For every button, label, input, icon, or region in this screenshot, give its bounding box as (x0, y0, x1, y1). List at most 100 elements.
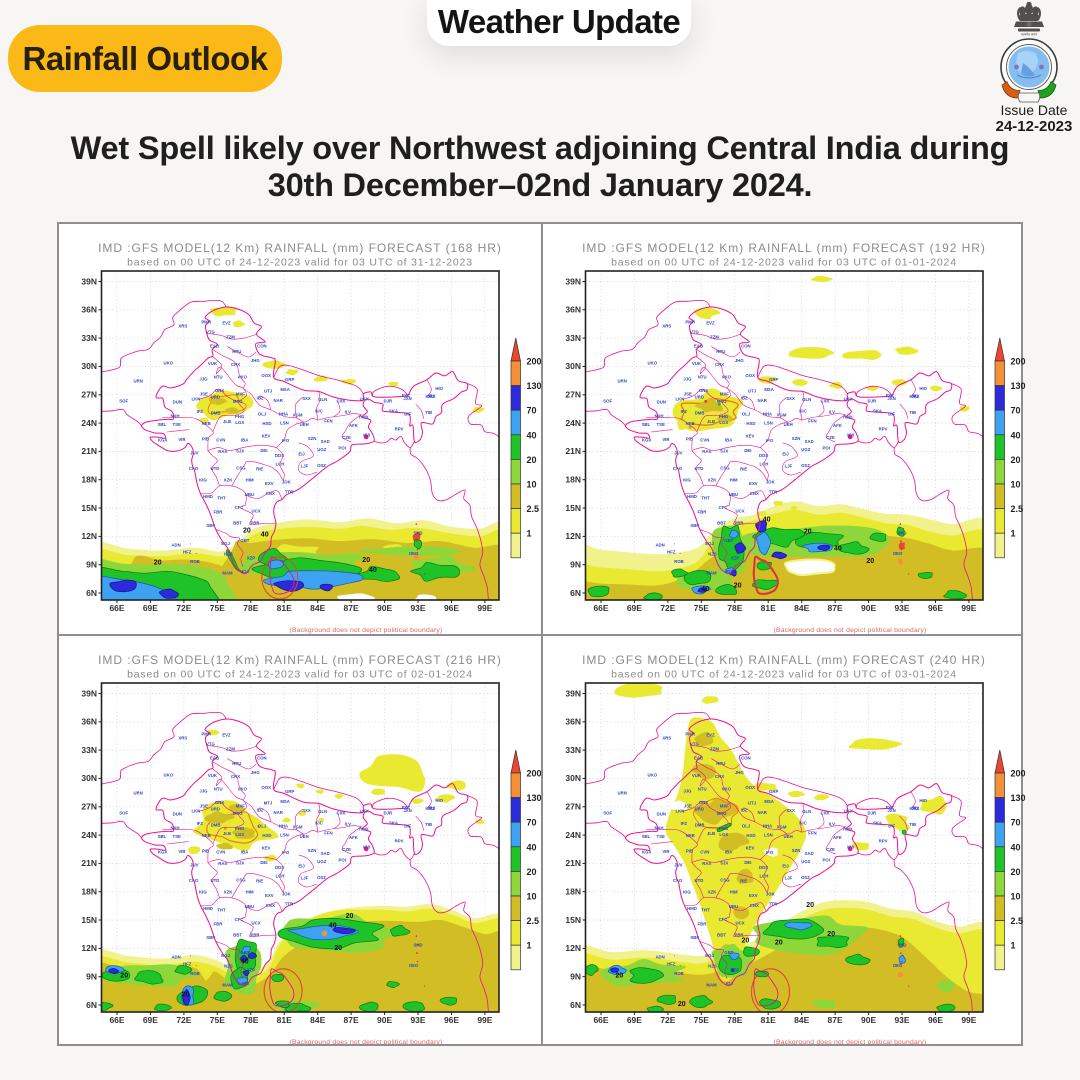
svg-text:130: 130 (1011, 381, 1026, 391)
svg-text:(Background does not depict po: (Background does not depict political bo… (290, 627, 443, 634)
svg-text:VTG: VTG (690, 741, 699, 746)
svg-text:9N: 9N (86, 560, 97, 570)
svg-text:ADN: ADN (655, 955, 664, 960)
svg-text:JRX: JRX (427, 805, 435, 810)
svg-text:HPU: HPU (716, 349, 725, 354)
svg-text:LJF: LJF (785, 876, 793, 881)
svg-text:CAO: CAO (189, 878, 199, 883)
svg-text:40: 40 (369, 567, 377, 574)
svg-text:30N: 30N (565, 361, 581, 371)
svg-text:39N: 39N (81, 276, 97, 286)
svg-text:ZZM: ZZM (710, 334, 719, 339)
svg-text:40: 40 (241, 959, 249, 966)
svg-text:TTR: TTR (285, 902, 294, 907)
svg-text:URN: URN (134, 379, 143, 384)
svg-text:MSA: MSA (764, 387, 774, 392)
svg-text:12N: 12N (565, 943, 581, 953)
svg-text:SKA: SKA (389, 821, 398, 826)
svg-text:200: 200 (527, 357, 542, 367)
svg-text:KIG: KIG (199, 890, 207, 895)
svg-text:ILV: ILV (829, 821, 835, 826)
svg-text:CXK: CXK (821, 811, 831, 816)
svg-text:NZS: NZS (708, 552, 717, 557)
svg-text:LCH: LCH (759, 462, 768, 467)
svg-text:IMD :GFS MODEL(12 Km) RAINFALL: IMD :GFS MODEL(12 Km) RAINFALL (mm) FORE… (98, 653, 502, 667)
svg-text:EVZ: EVZ (222, 733, 231, 738)
svg-text:HMD: HMD (203, 906, 213, 911)
svg-text:TIB: TIB (909, 822, 916, 827)
svg-text:KGX: KGX (642, 437, 651, 442)
svg-text:20: 20 (734, 582, 742, 589)
svg-text:15N: 15N (565, 503, 581, 513)
svg-text:THT: THT (701, 495, 710, 500)
svg-text:POI: POI (822, 858, 829, 863)
svg-text:VKO: VKO (238, 787, 248, 792)
svg-text:24N: 24N (565, 418, 581, 428)
svg-text:XZP: XZP (247, 967, 255, 972)
svg-text:78E: 78E (727, 1015, 742, 1025)
svg-text:EXV: EXV (265, 481, 274, 486)
svg-text:VIR: VIR (178, 437, 186, 442)
svg-text:DUN: DUN (173, 811, 182, 816)
svg-text:EAB: EAB (694, 756, 703, 761)
svg-text:IMD :GFS MODEL(12 Km) RAINFALL: IMD :GFS MODEL(12 Km) RAINFALL (mm) FORE… (582, 241, 986, 255)
svg-text:66E: 66E (593, 603, 608, 613)
svg-text:XRS: XRS (178, 324, 187, 329)
svg-text:33N: 33N (81, 745, 97, 755)
svg-text:PRR: PRR (734, 932, 744, 937)
svg-text:SXX: SXX (302, 396, 311, 401)
svg-text:JUV: JUV (674, 863, 682, 868)
svg-text:PIB: PIB (202, 436, 209, 441)
svg-text:130: 130 (527, 381, 542, 391)
svg-text:KMZ: KMZ (909, 806, 919, 811)
svg-text:DUN: DUN (657, 811, 666, 816)
svg-text:70: 70 (527, 818, 537, 828)
svg-text:10: 10 (1011, 892, 1021, 902)
svg-text:SJX: SJX (720, 449, 728, 454)
svg-text:PHG: PHG (719, 826, 729, 831)
svg-text:DJR: DJR (383, 811, 392, 816)
svg-text:6N: 6N (570, 588, 581, 598)
svg-text:JHG: JHG (251, 770, 260, 775)
svg-text:99E: 99E (961, 1015, 976, 1025)
svg-text:RIE: RIE (740, 878, 747, 883)
svg-text:NEB: NEB (686, 833, 695, 838)
svg-text:JLB: JLB (707, 831, 715, 836)
svg-text:FBR: FBR (213, 922, 223, 927)
svg-text:UKX: UKX (360, 396, 369, 401)
svg-text:JHG: JHG (735, 358, 744, 363)
svg-text:FFN: FFN (808, 418, 816, 423)
svg-text:UCX: UCX (736, 509, 745, 514)
svg-text:BBT: BBT (233, 521, 242, 526)
svg-text:LCH: LCH (275, 462, 284, 467)
svg-text:XRS: XRS (662, 736, 671, 741)
svg-text:1: 1 (1011, 941, 1016, 951)
svg-text:PRR: PRR (250, 520, 260, 525)
svg-text:40: 40 (701, 586, 709, 593)
svg-text:JLB: JLB (223, 831, 231, 836)
svg-text:RAX: RAX (702, 449, 711, 454)
svg-text:JSE: JSE (200, 804, 208, 809)
svg-text:96E: 96E (928, 603, 943, 613)
svg-text:30N: 30N (565, 773, 581, 783)
svg-text:ADN: ADN (171, 955, 180, 960)
svg-text:HFZ: HFZ (667, 961, 676, 966)
svg-text:EIJ: EIJ (782, 863, 789, 868)
svg-text:OOX: OOX (745, 373, 755, 378)
svg-text:DMB: DMB (695, 823, 705, 828)
svg-text:LSN: LSN (280, 833, 289, 838)
svg-text:72E: 72E (660, 1015, 675, 1025)
svg-text:XGM: XGM (293, 825, 303, 830)
svg-text:AFK: AFK (349, 423, 359, 428)
svg-text:RIE: RIE (740, 466, 747, 471)
svg-text:JSE: JSE (684, 804, 692, 809)
svg-text:LGX: LGX (719, 420, 728, 425)
svg-text:GNX: GNX (699, 800, 708, 805)
svg-text:DIF: DIF (888, 412, 895, 417)
svg-text:XZP: XZP (731, 967, 739, 972)
svg-text:30N: 30N (81, 773, 97, 783)
svg-text:MAM: MAM (706, 982, 717, 987)
svg-text:GBT: GBT (724, 538, 733, 543)
svg-text:CSG: CSG (236, 465, 246, 470)
svg-text:EVZ: EVZ (706, 733, 715, 738)
